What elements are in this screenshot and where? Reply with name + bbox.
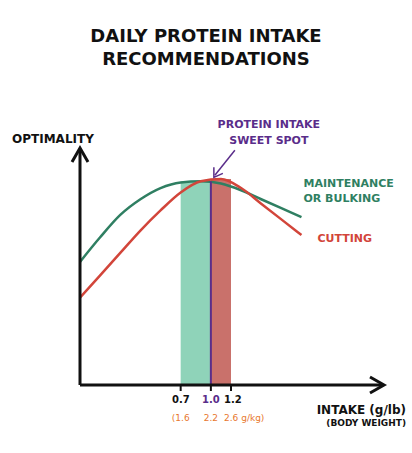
svg-text:2.6 g/kg): 2.6 g/kg) bbox=[224, 413, 264, 423]
svg-text:MAINTENANCE: MAINTENANCE bbox=[303, 177, 393, 190]
svg-text:CUTTING: CUTTING bbox=[317, 232, 372, 245]
svg-text:(1.6: (1.6 bbox=[172, 413, 190, 423]
svg-text:1.0: 1.0 bbox=[202, 394, 220, 405]
svg-text:OR BULKING: OR BULKING bbox=[303, 192, 380, 205]
html-text:(BODY WEIGHT): (BODY WEIGHT) bbox=[326, 418, 406, 428]
html-text:OPTIMALITY: OPTIMALITY bbox=[12, 132, 94, 146]
html-text:INTAKE (g/lb): INTAKE (g/lb) bbox=[316, 403, 406, 417]
html-text:DAILY PROTEIN INTAKE: DAILY PROTEIN INTAKE bbox=[90, 25, 322, 46]
html-text:RECOMMENDATIONS: RECOMMENDATIONS bbox=[102, 48, 310, 69]
svg-text:1.2: 1.2 bbox=[224, 394, 242, 405]
svg-text:PROTEIN INTAKE: PROTEIN INTAKE bbox=[218, 118, 321, 131]
svg-text:0.7: 0.7 bbox=[172, 394, 190, 405]
svg-text:2.2: 2.2 bbox=[204, 413, 218, 423]
svg-text:SWEET SPOT: SWEET SPOT bbox=[229, 134, 309, 147]
